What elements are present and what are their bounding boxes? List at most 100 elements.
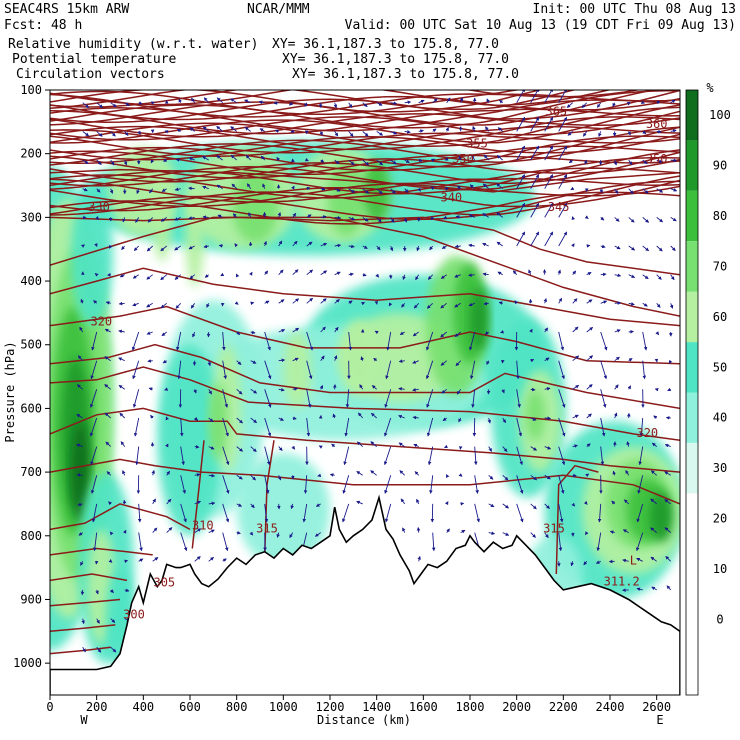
wind-vector: [105, 301, 111, 305]
wind-vector: [600, 389, 607, 408]
wind-vector: [586, 384, 593, 390]
wind-vector: [304, 102, 308, 107]
wind-vector: [174, 187, 181, 192]
wind-vector: [334, 188, 341, 192]
wind-vector: [150, 159, 155, 164]
wind-vector: [76, 443, 83, 448]
wind-vector: [426, 302, 434, 309]
wind-vector: [636, 532, 644, 552]
theta-contour: [50, 108, 680, 135]
wind-vector: [642, 274, 649, 280]
wind-vector: [586, 299, 593, 304]
colorbar-swatch: [686, 594, 698, 645]
wind-vector: [384, 475, 392, 494]
wind-vector: [80, 298, 84, 304]
wind-vector: [614, 217, 620, 222]
wind-vector: [90, 360, 98, 380]
wind-vector: [306, 389, 312, 408]
wind-vector: [600, 360, 608, 380]
wind-vector: [650, 470, 657, 476]
wind-vector: [390, 188, 396, 194]
wind-vector: [638, 446, 644, 466]
wind-vector: [80, 561, 84, 566]
wind-vector: [614, 356, 620, 362]
wind-vector: [444, 444, 449, 449]
wind-vector: [668, 360, 673, 365]
wind-vector: [136, 188, 140, 195]
wind-vector: [501, 389, 505, 394]
wind-vector: [135, 446, 140, 466]
wind-vector: [403, 217, 408, 223]
wind-vector: [90, 475, 98, 494]
wind-vector: [597, 102, 602, 108]
wind-vector: [496, 241, 503, 247]
circulation-vectors: [76, 90, 678, 653]
wind-vector: [331, 443, 336, 448]
wind-vector: [356, 500, 363, 505]
wind-vector: [413, 443, 419, 448]
wind-vector: [656, 100, 661, 105]
wind-vector: [104, 384, 111, 390]
wind-vector: [530, 145, 540, 161]
wind-vector: [222, 417, 229, 437]
wind-vector: [500, 330, 505, 334]
wind-vector: [454, 274, 461, 278]
wind-vector: [444, 187, 449, 191]
wind-vector: [502, 532, 510, 536]
wind-vector: [544, 416, 552, 421]
wind-vector: [499, 99, 503, 104]
wind-vector: [398, 387, 405, 391]
wind-vector: [289, 532, 294, 539]
wind-vector: [278, 358, 286, 363]
y-tick-label: 1000: [13, 656, 42, 670]
wind-vector: [656, 245, 663, 252]
wind-vector: [656, 129, 662, 134]
wind-vector: [544, 174, 554, 189]
wind-vector: [622, 558, 629, 563]
wind-vector: [236, 388, 243, 395]
theta-label: 345: [548, 200, 570, 214]
field-label: Relative humidity (w.r.t. water): [8, 37, 258, 52]
theta-contours: [50, 90, 680, 655]
wind-vector: [104, 328, 111, 333]
colorbar-swatch: [686, 291, 698, 343]
wind-vector: [558, 417, 566, 437]
wind-vector: [360, 356, 365, 361]
wind-vector: [264, 270, 269, 275]
theta-label: 340: [440, 190, 462, 204]
wind-vector: [216, 126, 223, 132]
wind-vector: [544, 116, 554, 132]
theta-contour: [50, 90, 658, 126]
wind-vector: [292, 269, 299, 276]
wind-vector: [222, 475, 230, 494]
wind-vector: [474, 503, 480, 523]
wind-vector: [670, 99, 676, 104]
wind-vector: [441, 388, 447, 394]
wind-vector: [512, 270, 518, 275]
theta-contour: [50, 407, 680, 473]
wind-vector: [625, 469, 630, 476]
wind-vector: [110, 589, 114, 594]
wind-vector: [146, 274, 153, 280]
wind-vector: [189, 274, 195, 280]
wind-vector: [89, 417, 98, 437]
wind-vector: [234, 301, 239, 305]
wind-vector: [123, 159, 128, 166]
wind-vector: [385, 360, 392, 380]
wind-vector: [122, 217, 126, 223]
wind-vector: [249, 271, 253, 276]
wind-vector: [445, 127, 449, 132]
wind-vector: [502, 417, 506, 424]
wind-vector: [122, 529, 127, 534]
wind-vector: [146, 302, 153, 308]
wind-vector: [558, 389, 566, 408]
wind-vector: [333, 355, 338, 361]
wind-vector: [345, 389, 350, 408]
wind-vector: [544, 90, 553, 103]
wind-vector: [208, 501, 216, 506]
wind-vector: [77, 502, 83, 507]
wind-vector: [628, 358, 633, 362]
theta-contour: [50, 99, 680, 132]
colorbar-tick-label: 100: [709, 108, 731, 122]
wind-vector: [650, 556, 657, 562]
